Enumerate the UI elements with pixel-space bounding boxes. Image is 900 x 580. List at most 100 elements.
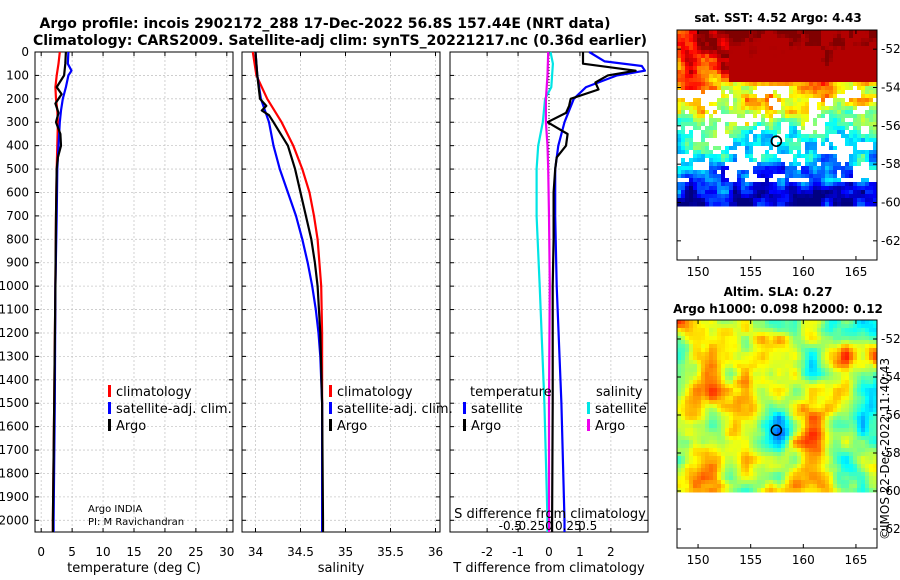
map-cell [777,480,782,485]
map-cell [821,134,826,139]
map-cell [701,364,706,369]
map-cell [853,368,858,373]
map-cell [725,352,730,357]
map-cell [817,34,822,39]
map-cell [685,460,690,465]
map-cell [869,400,874,405]
map-cell [865,448,870,453]
map-cell [869,170,874,175]
map-cell [753,38,758,43]
map-cell [769,408,774,413]
map-cell [801,472,806,477]
legend-swatch [108,385,111,397]
map-cell [697,372,702,377]
map-cell [677,62,682,67]
map-cell [677,340,682,345]
map-cell [705,408,710,413]
map-cell [741,74,746,79]
map-cell [873,476,877,481]
map-cell [693,150,698,155]
map-cell [709,448,714,453]
map-cell [685,420,690,425]
map-cell [797,98,802,103]
map-cell [761,106,766,111]
map-cell [725,90,730,95]
map-cell [705,38,710,43]
map-cell [845,340,850,345]
map-cell [741,126,746,131]
difference-profile-panel: -2 -1 0 1 2T difference from climatology-0.5… [449,51,649,576]
map-cell [801,98,806,103]
map-cell [709,360,714,365]
map-cell [865,372,870,377]
map-cell [865,114,870,119]
map-cell [821,78,826,83]
map-cell [713,138,718,143]
map-cell [821,384,826,389]
map-cell [841,106,846,111]
salinity-grid [242,51,440,532]
map-cell [833,122,838,127]
map-cell [849,134,854,139]
map-cell [821,162,826,167]
map-cell [685,114,690,119]
map-cell [789,58,794,63]
map-cell [829,420,834,425]
map-cell [729,384,734,389]
map-cell [697,50,702,55]
map-cell [753,484,758,489]
map-cell [841,428,846,433]
map-cell [809,336,814,341]
map-cell [757,198,762,203]
lat-tick-label: -54 [881,370,900,384]
map-cell [805,444,810,449]
map-cell [837,368,842,373]
map-cell [845,328,850,333]
map-cell [825,380,830,385]
map-cell [873,380,877,385]
map-cell [853,380,858,385]
map-cell [781,106,786,111]
map-cell [845,424,850,429]
map-cell [805,352,810,357]
map-cell [737,368,742,373]
map-cell [837,42,842,47]
map-cell [785,436,790,441]
map-cell [733,86,738,91]
map-cell [697,344,702,349]
map-cell [785,82,790,87]
map-cell [681,456,686,461]
map-cell [677,368,682,373]
map-cell [797,42,802,47]
map-cell [829,194,834,199]
map-cell [849,70,854,75]
map-cell [733,468,738,473]
map-cell [753,416,758,421]
map-cell [809,424,814,429]
map-cell [861,170,866,175]
map-cell [693,336,698,341]
map-cell [789,356,794,361]
map-cell [809,436,814,441]
map-cell [821,424,826,429]
map-cell [749,428,754,433]
map-cell [801,380,806,385]
map-cell [765,134,770,139]
map-cell [681,332,686,337]
map-cell [725,162,730,167]
map-cell [813,320,818,325]
map-cell [725,436,730,441]
map-cell [741,364,746,369]
map-cell [717,82,722,87]
map-cell [721,50,726,55]
map-cell [865,54,870,59]
map-cell [857,408,862,413]
map-cell [733,368,738,373]
map-cell [713,340,718,345]
map-cell [817,46,822,51]
map-cell [853,460,858,465]
map-cell [853,440,858,445]
map-cell [737,70,742,75]
map-cell [753,146,758,151]
map-cell [865,396,870,401]
